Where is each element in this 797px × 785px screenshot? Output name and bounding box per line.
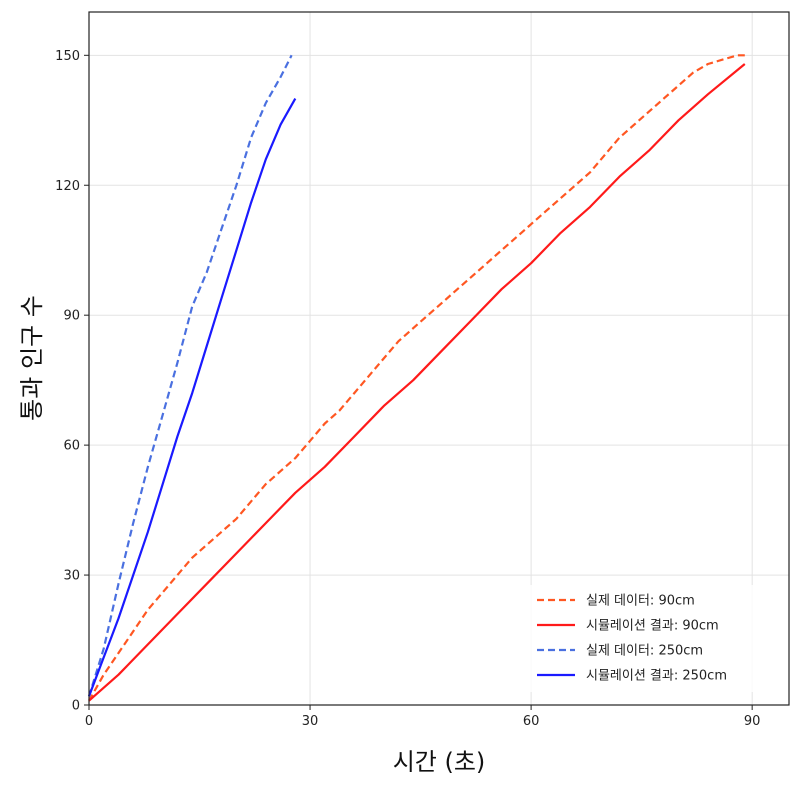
- x-axis-title: 시간 (초): [393, 748, 486, 776]
- x-axis-ticks: 0 30 60 90: [85, 705, 761, 729]
- plot-frame: [88, 11, 790, 706]
- legend-label-1: 실제 데이터: 90cm: [586, 594, 695, 609]
- y-tick-label: 150: [55, 49, 80, 64]
- series-line-1: [88, 54, 745, 702]
- x-tick-label: 90: [744, 714, 761, 729]
- series-line-2: [88, 63, 746, 702]
- y-tick-label: 30: [63, 569, 80, 584]
- legend-label-4: 시뮬레이션 결과: 250cm: [586, 669, 727, 684]
- y-tick-label: 0: [72, 699, 80, 714]
- x-tick-label: 0: [85, 714, 93, 729]
- series-line-4: [87, 98, 297, 697]
- series-lines: [87, 54, 746, 702]
- legend: 실제 데이터: 90cm 시뮬레이션 결과: 90cm 실제 데이터: 250cm 시…: [526, 585, 780, 692]
- y-tick-label: 90: [63, 309, 80, 324]
- y-axis-title: 통과 인구 수: [18, 295, 46, 421]
- y-axis-ticks: 0 30 60 90 120 150: [55, 49, 89, 714]
- y-tick-label: 120: [55, 179, 80, 194]
- legend-label-3: 실제 데이터: 250cm: [586, 644, 703, 659]
- y-tick-label: 60: [63, 439, 80, 454]
- grid: [88, 12, 789, 706]
- x-tick-label: 30: [302, 714, 319, 729]
- legend-label-2: 시뮬레이션 결과: 90cm: [586, 619, 719, 634]
- x-tick-label: 60: [523, 714, 540, 729]
- series-line-3: [87, 54, 293, 697]
